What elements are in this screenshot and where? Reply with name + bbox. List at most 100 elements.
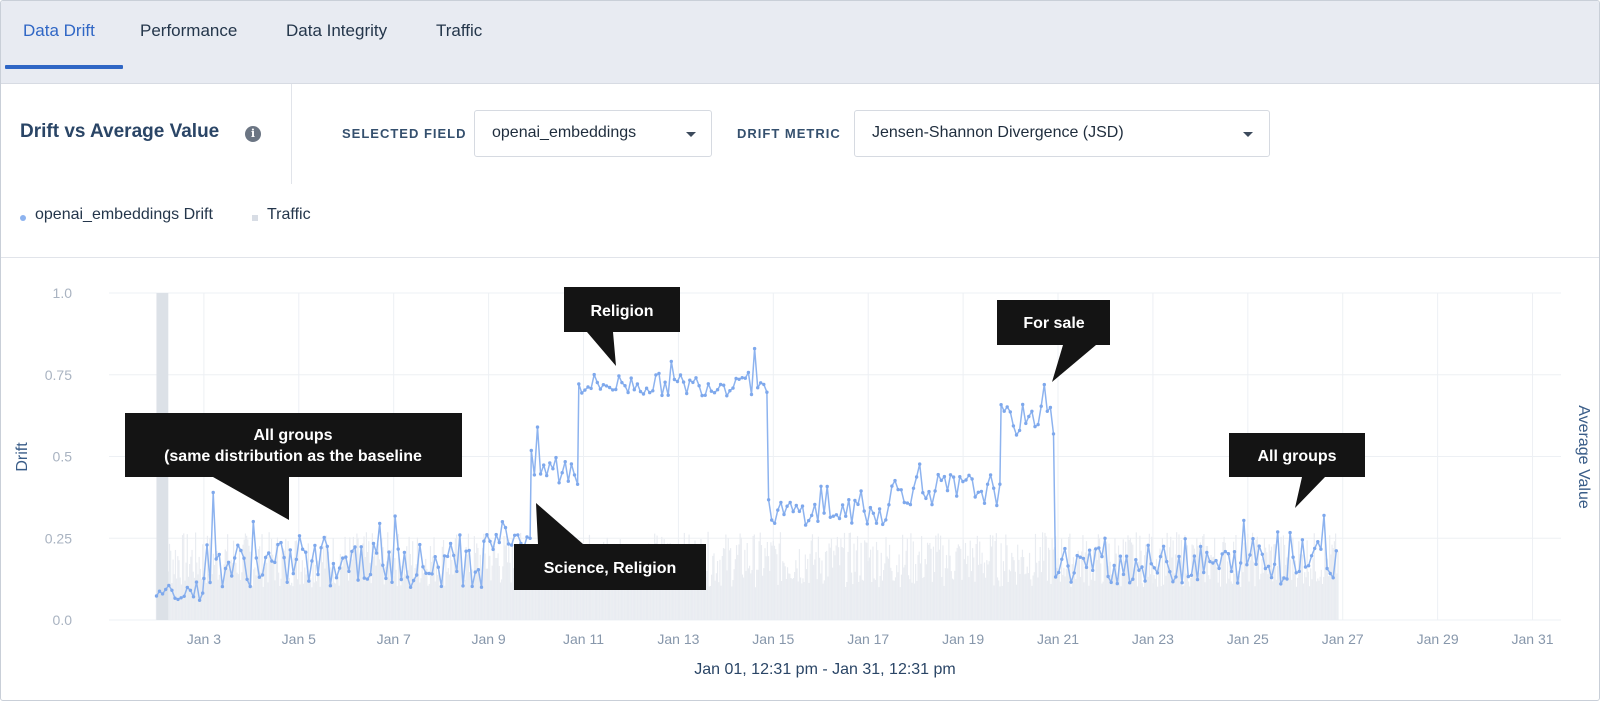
drift-point <box>1155 571 1160 575</box>
drift-point <box>1045 409 1050 413</box>
drift-point <box>681 380 686 384</box>
drift-point <box>356 578 360 582</box>
drift-point <box>691 380 695 385</box>
drift-point <box>859 489 863 493</box>
drift-point <box>1276 530 1280 534</box>
drift-point <box>455 569 459 574</box>
drift-point <box>1106 574 1110 579</box>
drift-point <box>1063 546 1067 551</box>
drift-point <box>525 535 529 539</box>
drift-point <box>881 522 885 527</box>
drift-point <box>737 377 741 381</box>
drift-point <box>353 545 357 549</box>
drift-point <box>641 392 646 396</box>
drift-point <box>788 500 792 505</box>
drift-point <box>572 473 577 477</box>
panel-title: Drift vs Average Value <box>20 121 220 142</box>
drift-point <box>822 511 826 515</box>
drift-point <box>1232 550 1237 554</box>
drift-point <box>1078 555 1083 559</box>
drift-point <box>1158 554 1163 559</box>
drift-point <box>890 484 894 488</box>
drift-point <box>583 388 587 392</box>
drift-point <box>1306 564 1311 568</box>
drift-point <box>439 584 444 589</box>
drift-point <box>170 588 174 592</box>
drift-point <box>365 577 370 581</box>
drift-point <box>794 503 798 508</box>
drift-point <box>847 498 851 502</box>
drift-point <box>899 488 903 492</box>
drift-point <box>1087 548 1092 552</box>
drift-point <box>697 384 701 388</box>
drift-point <box>964 478 968 482</box>
drift-point <box>1069 580 1073 584</box>
drift-point <box>663 380 667 384</box>
drift-point <box>831 514 835 518</box>
drift-point <box>347 569 351 574</box>
callout-religion-box <box>564 287 680 366</box>
drift-point <box>725 394 729 398</box>
drift-series <box>154 346 1339 602</box>
selected-field-value: openai_embeddings <box>492 124 637 141</box>
info-icon[interactable]: i <box>245 126 261 142</box>
drift-point <box>1097 546 1101 550</box>
x-tick-label: Jan 3 <box>187 631 221 647</box>
y-tick-label: 1.0 <box>53 285 73 301</box>
drift-point <box>557 481 561 485</box>
chart-controls: Drift vs Average Value i SELECTED FIELD … <box>1 84 1599 184</box>
tab-performance[interactable]: Performance <box>140 21 238 40</box>
drift-point <box>260 573 265 577</box>
callout-all-groups-text: All groups <box>1257 448 1336 465</box>
callout-all-groups-baseline-line1: All groups <box>253 427 332 444</box>
drift-point <box>239 548 243 553</box>
drift-point <box>535 425 540 429</box>
x-tick-label: Jan 29 <box>1417 631 1459 647</box>
callout-all-groups-baseline-box <box>125 413 462 520</box>
drift-point <box>421 565 425 569</box>
drift-point <box>844 514 848 518</box>
drift-point <box>921 491 925 495</box>
drift-point <box>344 555 348 559</box>
drift-point <box>1208 559 1212 564</box>
drift-point <box>1279 582 1283 586</box>
drift-metric-select[interactable]: Jensen-Shannon Divergence (JSD) <box>854 110 1270 157</box>
tab-data-integrity[interactable]: Data Integrity <box>286 21 388 40</box>
tab-data-drift[interactable]: Data Drift <box>23 21 95 40</box>
drift-point <box>1202 570 1206 575</box>
drift-point <box>384 576 388 581</box>
drift-point <box>918 462 922 466</box>
drift-point <box>500 520 505 524</box>
drift-point <box>853 498 857 503</box>
drift-point <box>1322 513 1326 518</box>
drift-point <box>461 584 465 588</box>
drift-point <box>167 583 171 588</box>
drift-point <box>1084 565 1089 570</box>
drift-point <box>575 482 580 486</box>
selected-field-select[interactable]: openai_embeddings <box>474 110 712 157</box>
drift-point <box>319 546 323 550</box>
drift-point <box>988 473 993 477</box>
drift-point <box>405 575 410 579</box>
drift-point <box>491 547 495 552</box>
drift-point <box>418 542 422 547</box>
drift-point <box>604 384 609 388</box>
drift-point <box>164 587 168 592</box>
drift-point <box>282 555 286 560</box>
drift-point <box>703 393 707 397</box>
tab-traffic[interactable]: Traffic <box>436 21 483 40</box>
drift-point <box>779 500 783 505</box>
drift-point <box>1285 577 1289 581</box>
drift-point <box>310 559 314 563</box>
drift-point <box>948 473 953 477</box>
drift-point <box>217 552 221 557</box>
drift-point <box>982 501 987 505</box>
callout-for-sale: For sale <box>997 300 1110 382</box>
y-tick-label: 0.25 <box>45 530 72 546</box>
drift-point <box>973 495 977 499</box>
drift-point <box>503 525 508 530</box>
legend-label-drift: openai_embeddings Drift <box>35 206 213 223</box>
section-divider <box>1 257 1599 258</box>
drift-point <box>1149 562 1154 566</box>
drift-point <box>1100 554 1104 559</box>
